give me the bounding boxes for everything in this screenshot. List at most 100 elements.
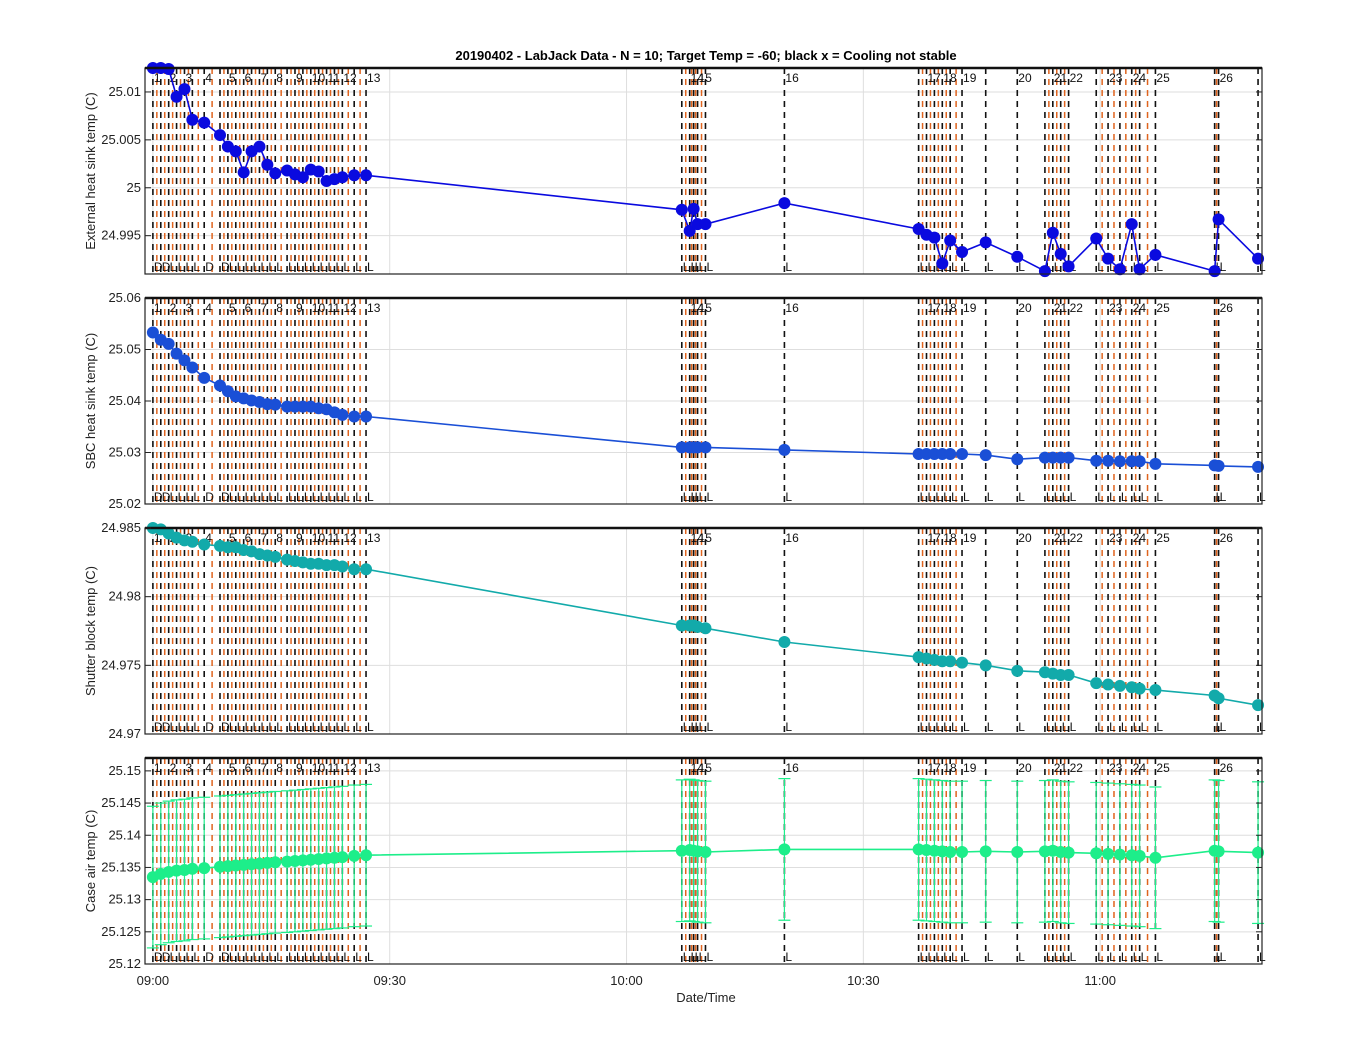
data-point <box>699 622 712 635</box>
event-status-label: L <box>268 720 275 734</box>
event-status-label: L <box>193 950 200 964</box>
event-status-label: L <box>245 260 252 274</box>
event-number-label: 7 <box>260 71 267 85</box>
event-status-label: L <box>1062 720 1069 734</box>
event-number-label: 26 <box>1220 301 1234 315</box>
data-point <box>1133 263 1146 276</box>
event-status-label: L <box>1070 720 1077 734</box>
event-status-label: L <box>335 950 342 964</box>
event-status-label: L <box>1097 260 1104 274</box>
data-point <box>1090 677 1103 690</box>
event-status-label: L <box>928 490 935 504</box>
event-number-label: 5 <box>229 761 236 775</box>
data-point <box>1011 664 1024 677</box>
data-point <box>1212 845 1225 858</box>
event-status-label: D <box>205 260 214 274</box>
data-point <box>146 326 159 339</box>
event-number-label: 24 <box>1133 531 1147 545</box>
event-number-label: 1 <box>154 761 161 775</box>
event-status-label: L <box>312 720 319 734</box>
event-status-label: L <box>691 260 698 274</box>
event-status-label: L <box>170 720 177 734</box>
event-status-label: L <box>935 720 942 734</box>
event-status-label: L <box>928 260 935 274</box>
data-point <box>348 849 361 862</box>
data-point <box>336 851 349 864</box>
event-status-label: L <box>178 490 185 504</box>
event-number-label: 17 <box>928 531 942 545</box>
event-status-label: L <box>1097 490 1104 504</box>
event-number-label: 9 <box>296 301 303 315</box>
event-status-label: L <box>1109 260 1116 274</box>
event-status-label: L <box>1054 490 1061 504</box>
event-status-label: L <box>335 260 342 274</box>
data-point <box>956 448 969 461</box>
y-tick-label: 25.04 <box>108 393 141 408</box>
event-number-label: 10 <box>312 761 326 775</box>
data-point <box>336 171 349 184</box>
event-status-label: L <box>304 950 311 964</box>
event-number-label: 5 <box>229 301 236 315</box>
event-status-label: D <box>221 490 230 504</box>
event-status-label: L <box>245 720 252 734</box>
event-number-label: 12 <box>343 71 357 85</box>
data-point <box>296 171 309 184</box>
event-number-label: 21 <box>1054 761 1068 775</box>
event-status-label: L <box>304 490 311 504</box>
event-status-label: L <box>320 260 327 274</box>
event-status-label: L <box>963 260 970 274</box>
data-point <box>956 656 969 669</box>
y-axis-label: Case air temp (C) <box>83 810 98 913</box>
event-status-label: L <box>328 260 335 274</box>
event-number-label: 4 <box>205 531 212 545</box>
data-point <box>237 166 250 179</box>
event-number-label: 20 <box>1018 71 1032 85</box>
event-status-label: L <box>1018 720 1025 734</box>
event-number-label: 5 <box>229 71 236 85</box>
event-status-label: L <box>987 950 994 964</box>
data-point <box>348 410 361 423</box>
event-status-label: L <box>1121 950 1128 964</box>
event-number-label: 3 <box>185 301 192 315</box>
event-status-label: L <box>1018 950 1025 964</box>
event-status-label: L <box>1070 490 1077 504</box>
event-status-label: L <box>260 720 267 734</box>
event-status-label: D <box>205 720 214 734</box>
data-point <box>360 849 373 862</box>
event-status-label: L <box>193 720 200 734</box>
data-point <box>170 347 183 360</box>
y-tick-label: 24.985 <box>101 520 141 535</box>
event-number-label: 2 <box>170 761 177 775</box>
chart-title: 20190402 - LabJack Data - N = 10; Target… <box>455 48 956 63</box>
event-number-label: 20 <box>1018 761 1032 775</box>
event-status-label: L <box>367 260 374 274</box>
y-axis-label: Shutter block temp (C) <box>83 566 98 696</box>
event-number-label: 13 <box>367 301 381 315</box>
event-status-label: L <box>951 720 958 734</box>
event-status-label: L <box>288 260 295 274</box>
event-status-label: L <box>951 490 958 504</box>
event-status-label: L <box>288 720 295 734</box>
event-number-label: 1 <box>154 301 161 315</box>
data-point <box>778 443 791 456</box>
data-point <box>675 203 688 216</box>
y-tick-label: 25.15 <box>108 763 141 778</box>
event-number-label: 3 <box>185 71 192 85</box>
event-status-label: L <box>920 950 927 964</box>
event-status-label: L <box>288 490 295 504</box>
event-status-label: L <box>920 720 927 734</box>
event-status-label: L <box>1133 720 1140 734</box>
event-number-label: 13 <box>367 71 381 85</box>
event-status-label: L <box>193 260 200 274</box>
event-status-label: L <box>1097 950 1104 964</box>
y-tick-label: 25.135 <box>101 859 141 874</box>
event-number-label: 5 <box>229 531 236 545</box>
event-status-label: L <box>237 720 244 734</box>
event-number-label: 23 <box>1109 531 1123 545</box>
event-status-label: L <box>1220 490 1227 504</box>
event-number-label: 20 <box>1018 301 1032 315</box>
event-status-label: L <box>963 490 970 504</box>
event-status-label: L <box>928 720 935 734</box>
event-status-label: L <box>178 720 185 734</box>
